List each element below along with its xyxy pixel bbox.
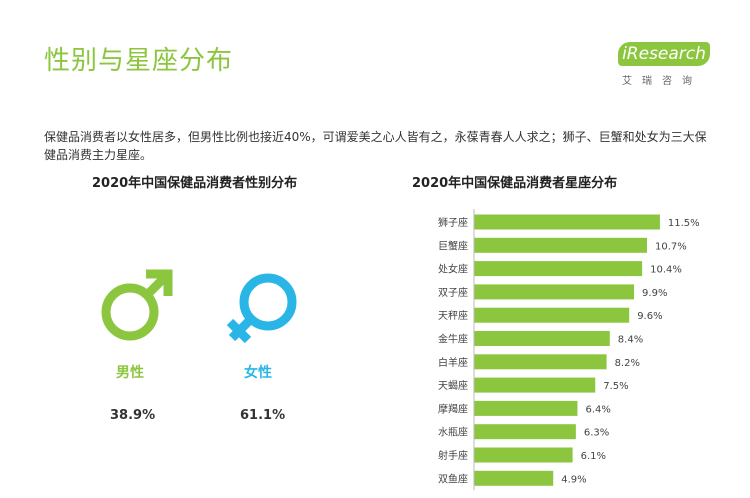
bar-category-label: 金牛座 <box>438 333 468 346</box>
logo-wordmark: iResearch <box>618 42 710 66</box>
gender-icons <box>101 269 297 344</box>
bar-category-label: 白羊座 <box>438 356 468 369</box>
bar-value-label: 6.4% <box>585 404 610 415</box>
female-symbol-icon <box>226 273 297 344</box>
female-percentage: 61.1% <box>240 408 286 423</box>
bar-value-label: 8.2% <box>615 358 640 369</box>
bar-value-label: 10.7% <box>655 241 687 252</box>
bar <box>474 307 630 323</box>
bar-value-label: 8.4% <box>618 335 643 346</box>
bar <box>474 470 554 486</box>
bar-category-label: 天蝎座 <box>438 379 468 392</box>
bar <box>474 400 578 416</box>
bar-value-label: 6.3% <box>584 428 609 439</box>
bar <box>474 377 596 393</box>
bar <box>474 261 643 277</box>
zodiac-chart-title: 2020年中国保健品消费者星座分布 <box>412 176 618 191</box>
bar-category-label: 狮子座 <box>438 216 468 229</box>
male-symbol-icon <box>101 269 173 341</box>
male-percentage: 38.9% <box>110 408 156 423</box>
bar <box>474 284 635 300</box>
bar <box>474 354 607 370</box>
male-label: 男性 <box>116 365 144 381</box>
bar-value-label: 10.4% <box>650 265 682 276</box>
bar <box>474 424 576 440</box>
bar-category-label: 双鱼座 <box>438 472 468 485</box>
page-title: 性别与星座分布 <box>44 46 234 76</box>
bar <box>474 237 647 253</box>
female-label: 女性 <box>244 365 272 381</box>
bar-category-label: 摩羯座 <box>438 402 468 415</box>
logo-subtitle: 艾瑞咨询 <box>622 76 702 87</box>
bar-category-label: 射手座 <box>438 449 468 462</box>
bar-value-label: 7.5% <box>603 381 628 392</box>
bar-category-label: 巨蟹座 <box>438 239 468 252</box>
bar-value-label: 6.1% <box>581 451 606 462</box>
bar <box>474 447 573 463</box>
bar-value-label: 9.6% <box>637 311 662 322</box>
bar-category-label: 处女座 <box>438 263 468 276</box>
zodiac-bar-chart: 狮子座 11.5% 巨蟹座 10.7% 处女座 10.4% 双子座 9.9% 天秤座 9.6% 金牛… <box>438 209 700 491</box>
bar <box>474 331 610 346</box>
bar-category-label: 天秤座 <box>438 309 468 322</box>
bar-category-label: 水瓶座 <box>438 426 468 439</box>
intro-text: 保健品消费者以女性居多，但男性比例也接近40%，可谓爱美之心人皆有之，永葆青春人… <box>44 130 707 162</box>
bar-value-label: 9.9% <box>642 288 667 299</box>
bar <box>474 214 660 230</box>
gender-chart-title: 2020年中国保健品消费者性别分布 <box>92 176 298 191</box>
iresearch-logo: iResearch 艾瑞咨询 <box>618 42 718 88</box>
bar-value-label: 4.9% <box>561 474 586 485</box>
bar-category-label: 双子座 <box>438 286 468 299</box>
bar-value-label: 11.5% <box>668 218 700 229</box>
